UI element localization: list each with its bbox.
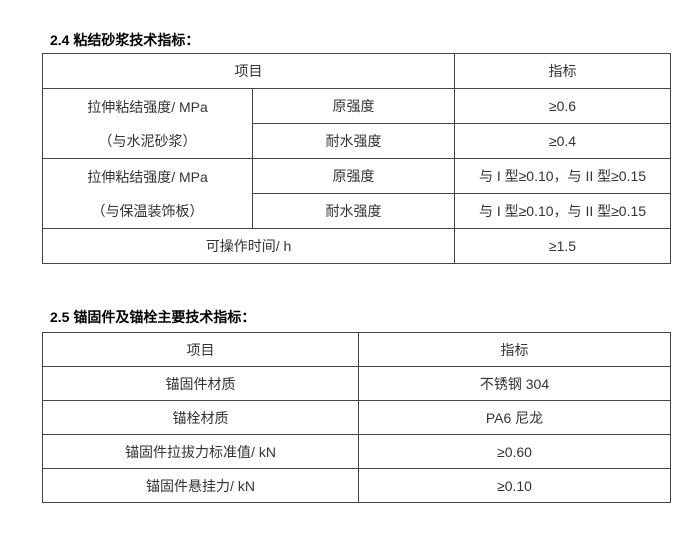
item-cell: 锚固件悬挂力/ kN xyxy=(42,468,359,503)
value-cell: ≥1.5 xyxy=(454,228,671,264)
table-row: 拉伸粘结强度/ MPa （与保温装饰板） 原强度 与 I 型≥0.10，与 II… xyxy=(42,158,671,229)
value-cell: ≥0.60 xyxy=(358,434,671,469)
table-row: 可操作时间/ h ≥1.5 xyxy=(42,228,671,264)
value-cell: PA6 尼龙 xyxy=(358,400,671,435)
header-item: 项目 xyxy=(42,53,455,89)
table-row: 锚固件悬挂力/ kN ≥0.10 xyxy=(42,468,671,503)
value-cell: 与 I 型≥0.10，与 II 型≥0.15 xyxy=(454,193,671,229)
table-row: 锚固件拉拔力标准值/ kN ≥0.60 xyxy=(42,434,671,469)
header-item: 项目 xyxy=(42,332,359,367)
group-label-line: （与水泥砂浆） xyxy=(98,132,197,149)
anchor-spec-table: 项目 指标 锚固件材质 不锈钢 304 锚栓材质 PA6 尼龙 锚固件拉拔力标准… xyxy=(42,332,671,503)
table-header-row: 项目 指标 xyxy=(42,332,671,367)
group-label-line: （与保温装饰板） xyxy=(91,202,204,219)
mortar-spec-table: 项目 指标 拉伸粘结强度/ MPa （与水泥砂浆） 原强度 ≥0.6 耐水强度 … xyxy=(42,53,671,264)
item-cell: 锚固件材质 xyxy=(42,366,359,401)
table-row: 耐水强度 ≥0.4 xyxy=(43,123,671,159)
item-cell: 锚固件拉拔力标准值/ kN xyxy=(42,434,359,469)
value-cell: ≥0.10 xyxy=(358,468,671,503)
group-label: 拉伸粘结强度/ MPa （与水泥砂浆） xyxy=(42,88,253,159)
sub-item: 耐水强度 xyxy=(252,193,455,229)
group-label-line: 拉伸粘结强度/ MPa xyxy=(87,168,208,185)
table-row: 耐水强度 与 I 型≥0.10，与 II 型≥0.15 xyxy=(43,193,671,229)
sub-item: 原强度 xyxy=(252,158,455,194)
table-row: 锚固件材质 不锈钢 304 xyxy=(42,366,671,401)
value-cell: 与 I 型≥0.10，与 II 型≥0.15 xyxy=(454,158,671,194)
table-row: 拉伸粘结强度/ MPa （与水泥砂浆） 原强度 ≥0.6 xyxy=(42,88,671,159)
item-cell: 可操作时间/ h xyxy=(42,228,455,264)
value-cell: ≥0.6 xyxy=(454,88,671,124)
section-2-4-title: 2.4 粘结砂浆技术指标： xyxy=(50,32,200,48)
table-header-row: 项目 指标 xyxy=(42,53,671,89)
item-cell: 锚栓材质 xyxy=(42,400,359,435)
group-label: 拉伸粘结强度/ MPa （与保温装饰板） xyxy=(42,158,253,229)
sub-item: 耐水强度 xyxy=(252,123,455,159)
header-value: 指标 xyxy=(358,332,671,367)
section-2-5-title: 2.5 锚固件及锚栓主要技术指标： xyxy=(50,309,256,325)
table-row: 锚栓材质 PA6 尼龙 xyxy=(42,400,671,435)
value-cell: ≥0.4 xyxy=(454,123,671,159)
sub-item: 原强度 xyxy=(252,88,455,124)
header-value: 指标 xyxy=(454,53,671,89)
value-cell: 不锈钢 304 xyxy=(358,366,671,401)
group-label-line: 拉伸粘结强度/ MPa xyxy=(87,98,208,115)
